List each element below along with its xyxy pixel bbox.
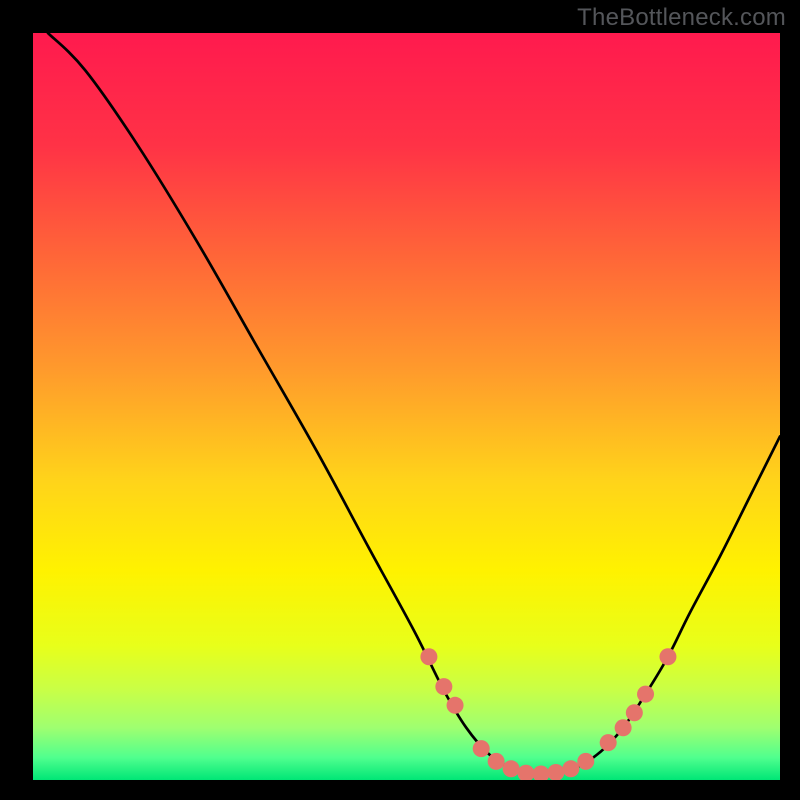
data-marker	[562, 760, 579, 777]
data-marker	[600, 734, 617, 751]
chart-background-gradient	[33, 33, 780, 780]
data-marker	[503, 760, 520, 777]
data-marker	[659, 648, 676, 665]
data-marker	[435, 678, 452, 695]
data-marker	[473, 740, 490, 757]
data-marker	[577, 753, 594, 770]
watermark-text: TheBottleneck.com	[577, 4, 786, 32]
chart-plot-area	[33, 33, 780, 780]
data-marker	[626, 704, 643, 721]
chart-svg	[33, 33, 780, 780]
data-marker	[447, 697, 464, 714]
data-marker	[637, 686, 654, 703]
data-marker	[615, 719, 632, 736]
data-marker	[488, 753, 505, 770]
data-marker	[420, 648, 437, 665]
